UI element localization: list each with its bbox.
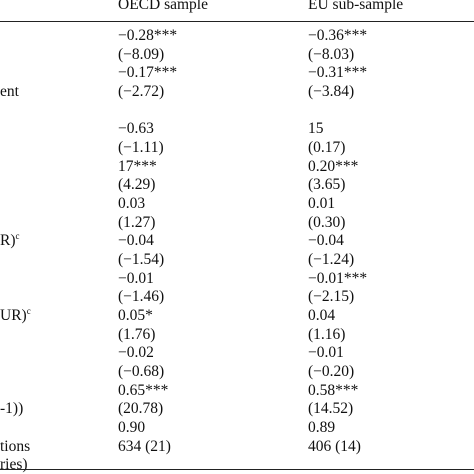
- row-label: ries): [0, 455, 28, 474]
- table-row: tions 634 (21) 406 (14): [0, 437, 474, 457]
- header-rule: [0, 21, 474, 22]
- oecd-value: −0.01: [118, 269, 154, 287]
- table-row: ent (−2.72) (−3.84): [0, 82, 474, 102]
- footnote-marker: c: [15, 231, 20, 242]
- oecd-value: (−1.54): [118, 250, 165, 268]
- oecd-value: 634 (21): [118, 437, 171, 455]
- table-row: −0.17*** −0.31***: [0, 63, 474, 83]
- column-header-oecd: OECD sample: [118, 0, 208, 13]
- eu-value: 0.01: [308, 194, 336, 212]
- eu-value: (−0.20): [308, 362, 355, 380]
- eu-value: (−3.84): [308, 82, 355, 100]
- row-label: ent: [0, 82, 19, 102]
- table-row: UR)c 0.05* 0.04: [0, 306, 474, 326]
- oecd-value: (−2.72): [118, 82, 165, 100]
- row-label: tions: [0, 437, 30, 457]
- eu-value: −0.36***: [308, 27, 368, 44]
- eu-value: (0.30): [308, 213, 346, 231]
- oecd-value: 17***: [118, 157, 157, 175]
- footnote-marker: c: [26, 305, 31, 316]
- column-header-eu: EU sub-sample: [308, 0, 404, 13]
- table-row: −0.02 −0.01: [0, 343, 474, 363]
- row-label-text: ries): [0, 456, 28, 474]
- eu-value: 0.04: [308, 306, 336, 324]
- eu-value: −0.01***: [308, 269, 368, 287]
- oecd-value: 0.05*: [118, 306, 153, 324]
- oecd-value: (4.29): [118, 176, 156, 194]
- row-label-text: -1)): [0, 400, 24, 418]
- table-row: 0.90 0.89: [0, 418, 474, 438]
- table-row: 17*** 0.20***: [0, 157, 474, 177]
- eu-value: (−8.03): [308, 45, 355, 63]
- oecd-value: −0.02: [118, 344, 154, 362]
- table-row: R)c −0.04 −0.04: [0, 231, 474, 251]
- oecd-value: 0.65***: [118, 381, 169, 399]
- oecd-value: (−8.09): [118, 45, 165, 63]
- table-row: 0.65*** 0.58***: [0, 381, 474, 401]
- table-row: (−0.68) (−0.20): [0, 362, 474, 382]
- oecd-value: −0.28***: [118, 27, 178, 44]
- oecd-value: (1.27): [118, 213, 156, 231]
- oecd-value: (−1.46): [118, 288, 165, 306]
- eu-value: −0.04: [308, 232, 344, 250]
- table-row: (−1.11) (0.17): [0, 138, 474, 158]
- row-label-text: ent: [0, 82, 19, 100]
- row-label-text: tions: [0, 437, 31, 455]
- eu-value: 15: [308, 120, 324, 138]
- table-row: (−8.09) (−8.03): [0, 45, 474, 65]
- eu-value: −0.31***: [308, 64, 368, 82]
- table-row: (−1.46) (−2.15): [0, 287, 474, 307]
- table-row: (1.76) (1.16): [0, 325, 474, 345]
- eu-value: (1.16): [308, 325, 346, 343]
- row-label: R)c: [0, 231, 20, 251]
- table-row: [0, 101, 474, 121]
- row-label-text: UR): [0, 306, 27, 324]
- table-row: -1)) (20.78) (14.52): [0, 399, 474, 419]
- row-label: -1)): [0, 399, 23, 419]
- table-row: (4.29) (3.65): [0, 175, 474, 195]
- oecd-value: −0.63: [118, 120, 154, 138]
- table-row: −0.63 15: [0, 119, 474, 139]
- oecd-value: (1.76): [118, 325, 156, 343]
- row-label: UR)c: [0, 306, 31, 326]
- row-label-text: R): [0, 232, 16, 250]
- oecd-value: −0.17***: [118, 64, 178, 82]
- table-row: ries): [0, 455, 474, 474]
- eu-value: 0.58***: [308, 381, 359, 399]
- oecd-value: (−1.11): [118, 138, 164, 156]
- table-row: −0.28*** −0.36***: [0, 26, 474, 46]
- oecd-value: (20.78): [118, 400, 164, 418]
- eu-value: (−2.15): [308, 288, 355, 306]
- oecd-value: −0.04: [118, 232, 154, 250]
- table-row: 0.03 0.01: [0, 194, 474, 214]
- bottom-rule: [0, 469, 474, 470]
- eu-value: (0.17): [308, 138, 346, 156]
- eu-value: (14.52): [308, 400, 354, 418]
- eu-value: 0.20***: [308, 157, 359, 175]
- oecd-value: (−0.68): [118, 362, 165, 380]
- eu-value: (3.65): [308, 176, 346, 194]
- eu-value: (−1.24): [308, 250, 355, 268]
- oecd-value: 0.03: [118, 194, 146, 212]
- eu-value: 0.89: [308, 418, 336, 436]
- eu-value: 406 (14): [308, 437, 361, 455]
- table-row: −0.01 −0.01***: [0, 269, 474, 289]
- eu-value: −0.01: [308, 344, 344, 362]
- table-row: (−1.54) (−1.24): [0, 250, 474, 270]
- oecd-value: 0.90: [118, 418, 146, 436]
- table-row: (1.27) (0.30): [0, 213, 474, 233]
